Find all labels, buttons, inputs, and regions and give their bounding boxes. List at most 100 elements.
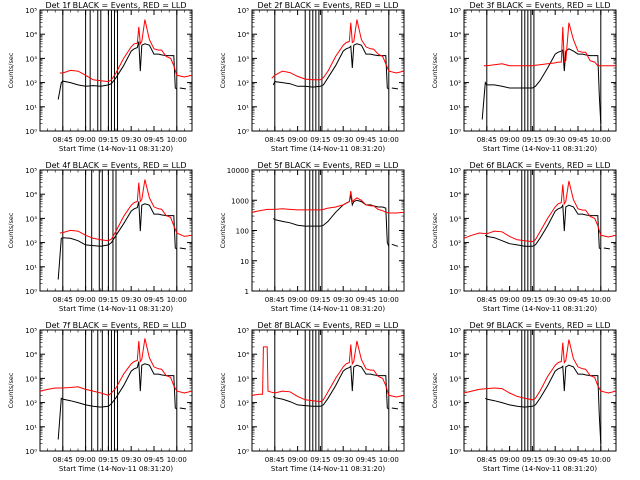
panel-data (252, 330, 404, 451)
chart-panel-3: Det 3f BLACK = Events, RED = LLD 10⁰ 10¹ 10… (431, 1, 617, 153)
events-series-line (57, 41, 178, 100)
x-tick-label: 09:15 (98, 296, 118, 304)
events-series-line (391, 87, 398, 90)
x-axis-label: Start Time (14-Nov-11 08:31:20) (271, 305, 385, 313)
x-axis-label: Start Time (14-Nov-11 08:31:20) (271, 465, 385, 473)
y-tick-label: 10² (449, 240, 461, 248)
x-axis-label: Start Time (14-Nov-11 08:31:20) (483, 465, 597, 473)
events-series-line (272, 43, 390, 90)
y-axis-label: Counts/sec (219, 212, 227, 248)
y-tick-label: 10² (237, 80, 249, 88)
lld-series-line (271, 19, 404, 81)
panel-data (481, 10, 616, 131)
y-axis-label: Counts/sec (431, 212, 439, 248)
panel-data (252, 170, 404, 291)
y-tick-label: 10⁴ (237, 351, 249, 359)
events-series-line (485, 203, 602, 250)
chart-panel-8: Det 8f BLACK = Events, RED = LLD 10⁰ 10¹ 10… (219, 321, 405, 473)
x-tick-label: 09:15 (98, 136, 118, 144)
x-tick-label: 09:30 (333, 296, 353, 304)
x-tick-label: 08:45 (265, 136, 285, 144)
y-tick-label: 10² (237, 400, 249, 408)
y-tick-label: 10² (25, 80, 37, 88)
events-series-line (179, 247, 186, 250)
y-tick-label: 10⁵ (237, 327, 249, 335)
x-tick-label: 09:00 (76, 456, 96, 464)
y-tick-label: 10¹ (449, 264, 461, 272)
x-tick-label: 08:45 (477, 456, 497, 464)
y-tick-label: 10³ (25, 215, 37, 223)
y-tick-label: 10⁵ (25, 7, 37, 15)
y-axis-label: Counts/sec (431, 52, 439, 88)
y-tick-label: 10⁰ (449, 128, 461, 136)
chart-panel-7: Det 7f BLACK = Events, RED = LLD 10⁰ 10¹ 10… (7, 321, 193, 473)
x-tick-label: 09:15 (310, 296, 330, 304)
y-axis-label: Counts/sec (7, 372, 15, 408)
y-tick-label: 10⁰ (25, 448, 37, 456)
x-tick-label: 10:00 (379, 296, 399, 304)
chart-panel-2: Det 2f BLACK = Events, RED = LLD 10⁰ 10¹ 10… (219, 1, 405, 153)
x-tick-label: 10:00 (379, 136, 399, 144)
y-tick-label: 10⁴ (25, 191, 37, 199)
y-tick-label: 10³ (449, 375, 461, 383)
x-tick-label: 09:45 (356, 136, 376, 144)
x-tick-label: 09:45 (568, 456, 588, 464)
x-tick-label: 09:45 (144, 136, 164, 144)
y-tick-label: 10⁰ (449, 448, 461, 456)
chart-panel-4: Det 4f BLACK = Events, RED = LLD 10⁰ 10¹ 10… (7, 161, 193, 313)
y-tick-label: 10¹ (237, 104, 249, 112)
x-tick-label: 09:15 (98, 456, 118, 464)
x-tick-label: 09:30 (333, 456, 353, 464)
y-tick-label: 10⁰ (237, 448, 249, 456)
panel-data (40, 330, 192, 451)
panel-title: Det 1f BLACK = Events, RED = LLD (45, 1, 186, 10)
y-tick-label: 10¹ (449, 424, 461, 432)
y-tick-label: 10¹ (25, 424, 37, 432)
y-tick-label: 10 (240, 258, 249, 266)
panel-title: Det 3f BLACK = Events, RED = LLD (469, 1, 610, 10)
lld-series-line (59, 19, 192, 83)
y-tick-label: 10⁵ (237, 7, 249, 15)
events-series-line (57, 361, 178, 440)
x-tick-label: 10:00 (379, 456, 399, 464)
y-tick-label: 10³ (25, 375, 37, 383)
x-tick-label: 10:00 (591, 296, 611, 304)
events-series-line (272, 364, 390, 410)
panel-title: Det 2f BLACK = Events, RED = LLD (257, 1, 398, 10)
x-axis-label: Start Time (14-Nov-11 08:31:20) (59, 145, 173, 153)
x-tick-label: 09:45 (356, 296, 376, 304)
x-axis-label: Start Time (14-Nov-11 08:31:20) (59, 305, 173, 313)
x-tick-label: 09:30 (121, 296, 141, 304)
x-tick-label: 08:45 (53, 136, 73, 144)
y-tick-label: 10⁰ (449, 288, 461, 296)
y-tick-label: 10⁵ (25, 327, 37, 335)
x-tick-label: 09:45 (144, 296, 164, 304)
x-tick-label: 09:00 (500, 456, 520, 464)
lld-series-line (464, 339, 616, 401)
x-tick-label: 08:45 (265, 296, 285, 304)
x-tick-label: 10:00 (591, 456, 611, 464)
panel-data (57, 170, 192, 291)
chart-panel-1: Det 1f BLACK = Events, RED = LLD 10⁰ 10¹ 10… (7, 1, 193, 153)
x-tick-label: 09:45 (144, 456, 164, 464)
y-tick-label: 10¹ (237, 424, 249, 432)
panel-title: Det 6f BLACK = Events, RED = LLD (469, 161, 610, 170)
lld-series-line (252, 191, 404, 214)
y-tick-label: 10² (449, 80, 461, 88)
y-tick-label: 1000 (231, 197, 249, 205)
y-tick-label: 10⁵ (449, 7, 461, 15)
y-tick-label: 10⁵ (25, 167, 37, 175)
x-tick-label: 09:00 (288, 456, 308, 464)
y-tick-label: 10⁴ (25, 351, 37, 359)
x-tick-label: 09:15 (522, 136, 542, 144)
y-axis-label: Counts/sec (7, 212, 15, 248)
x-tick-label: 09:00 (500, 136, 520, 144)
x-tick-label: 10:00 (167, 456, 187, 464)
x-tick-label: 09:15 (310, 136, 330, 144)
x-tick-label: 09:00 (76, 136, 96, 144)
events-series-line (485, 364, 602, 444)
y-tick-label: 10⁰ (25, 128, 37, 136)
y-tick-label: 10² (25, 400, 37, 408)
y-tick-label: 10⁴ (449, 351, 461, 359)
